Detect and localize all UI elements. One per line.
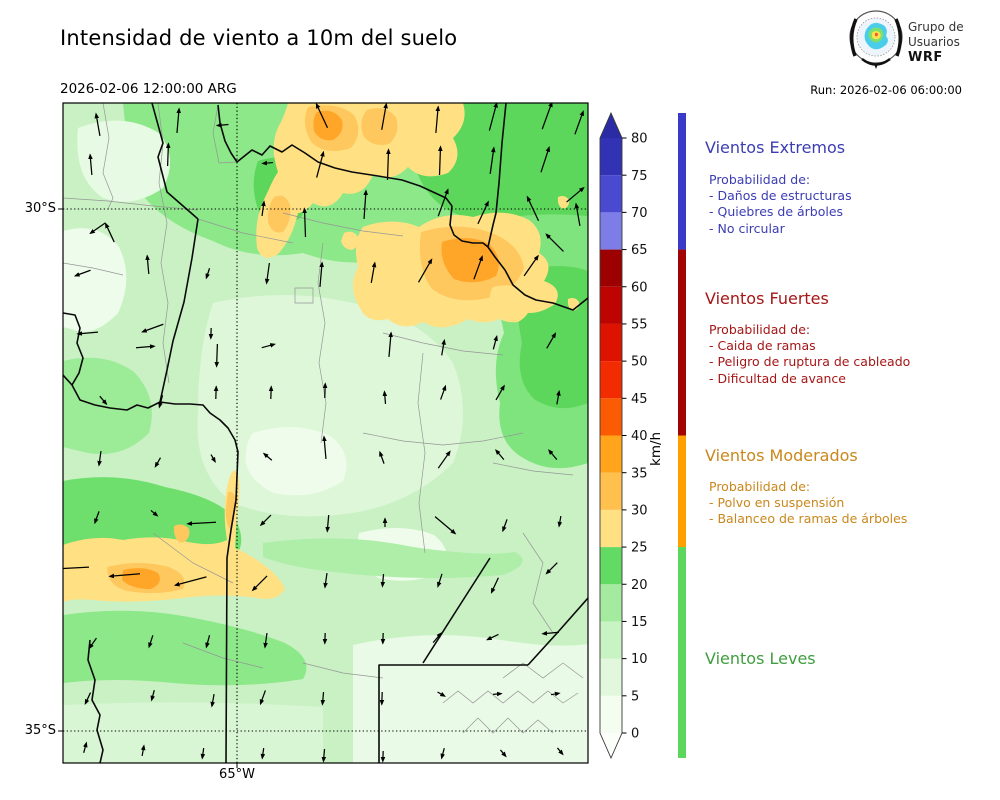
logo-text: Grupo de Usuarios WRF xyxy=(908,20,964,65)
legend-body-vientos-fuertes: Probabilidad de: - Caida de ramas - Peli… xyxy=(709,322,910,387)
logo-line1: Grupo de xyxy=(908,20,964,34)
page-title: Intensidad de viento a 10m del suelo xyxy=(60,26,458,50)
legend-item: - Daños de estructuras xyxy=(709,188,852,204)
svg-text:0: 0 xyxy=(631,727,639,742)
probability-label: Probabilidad de: xyxy=(709,322,811,337)
svg-text:60: 60 xyxy=(631,280,648,295)
x-axis-tick-65w: 65°W xyxy=(219,767,255,782)
legend-title-vientos-moderados: Vientos Moderados xyxy=(705,446,858,465)
svg-text:25: 25 xyxy=(631,541,648,556)
category-color-bar xyxy=(678,113,686,758)
run-time-label: Run: 2026-02-06 06:00:00 xyxy=(810,83,962,97)
svg-text:20: 20 xyxy=(631,578,648,593)
svg-text:65: 65 xyxy=(631,243,648,258)
legend-item: - Peligro de ruptura de cableado xyxy=(709,354,911,370)
svg-text:30: 30 xyxy=(631,503,648,518)
legend-item: - Balanceo de ramas de árboles xyxy=(709,511,908,527)
legend-body-vientos-extremos: Probabilidad de: - Daños de estructuras … xyxy=(709,172,852,237)
svg-text:55: 55 xyxy=(631,318,648,333)
y-axis-tick-35s: 35°S xyxy=(24,723,56,738)
svg-text:5: 5 xyxy=(631,689,639,704)
legend-item: - No circular xyxy=(709,220,785,236)
logo-line3: WRF xyxy=(908,50,943,65)
svg-text:15: 15 xyxy=(631,615,648,630)
y-axis-tick-30s: 30°S xyxy=(24,201,56,216)
legend-item: - Polvo en suspensión xyxy=(709,495,845,511)
svg-text:75: 75 xyxy=(631,169,648,184)
svg-text:35: 35 xyxy=(631,466,648,481)
svg-text:80: 80 xyxy=(631,132,648,147)
svg-text:40: 40 xyxy=(631,429,648,444)
legend-item: - Caida de ramas xyxy=(709,338,816,354)
logo-line2: Usuarios xyxy=(908,35,960,49)
legend-title-vientos-extremos: Vientos Extremos xyxy=(705,138,846,157)
colorbar-unit-label: km/h xyxy=(648,431,664,466)
probability-label: Probabilidad de: xyxy=(709,479,811,494)
svg-text:10: 10 xyxy=(631,652,648,667)
colorbar: 0 5 10 15 20 25 30 35 40 45 50 55 60 65 70 75 80 xyxy=(599,111,648,760)
legend-title-vientos-leves: Vientos Leves xyxy=(705,649,816,668)
legend-item: - Quiebres de árboles xyxy=(709,204,844,220)
svg-text:45: 45 xyxy=(631,392,648,407)
legend-body-vientos-moderados: Probabilidad de: - Polvo en suspensión -… xyxy=(709,479,907,528)
wrf-users-group-logo-icon xyxy=(849,10,903,69)
svg-text:70: 70 xyxy=(631,206,648,221)
valid-time-label: 2026-02-06 12:00:00 ARG xyxy=(60,81,237,97)
legend-title-vientos-fuertes: Vientos Fuertes xyxy=(705,289,829,308)
svg-text:50: 50 xyxy=(631,355,648,370)
legend-item: - Dificultad de avance xyxy=(709,370,846,386)
probability-label: Probabilidad de: xyxy=(709,172,811,187)
wind-intensity-map xyxy=(58,102,589,768)
